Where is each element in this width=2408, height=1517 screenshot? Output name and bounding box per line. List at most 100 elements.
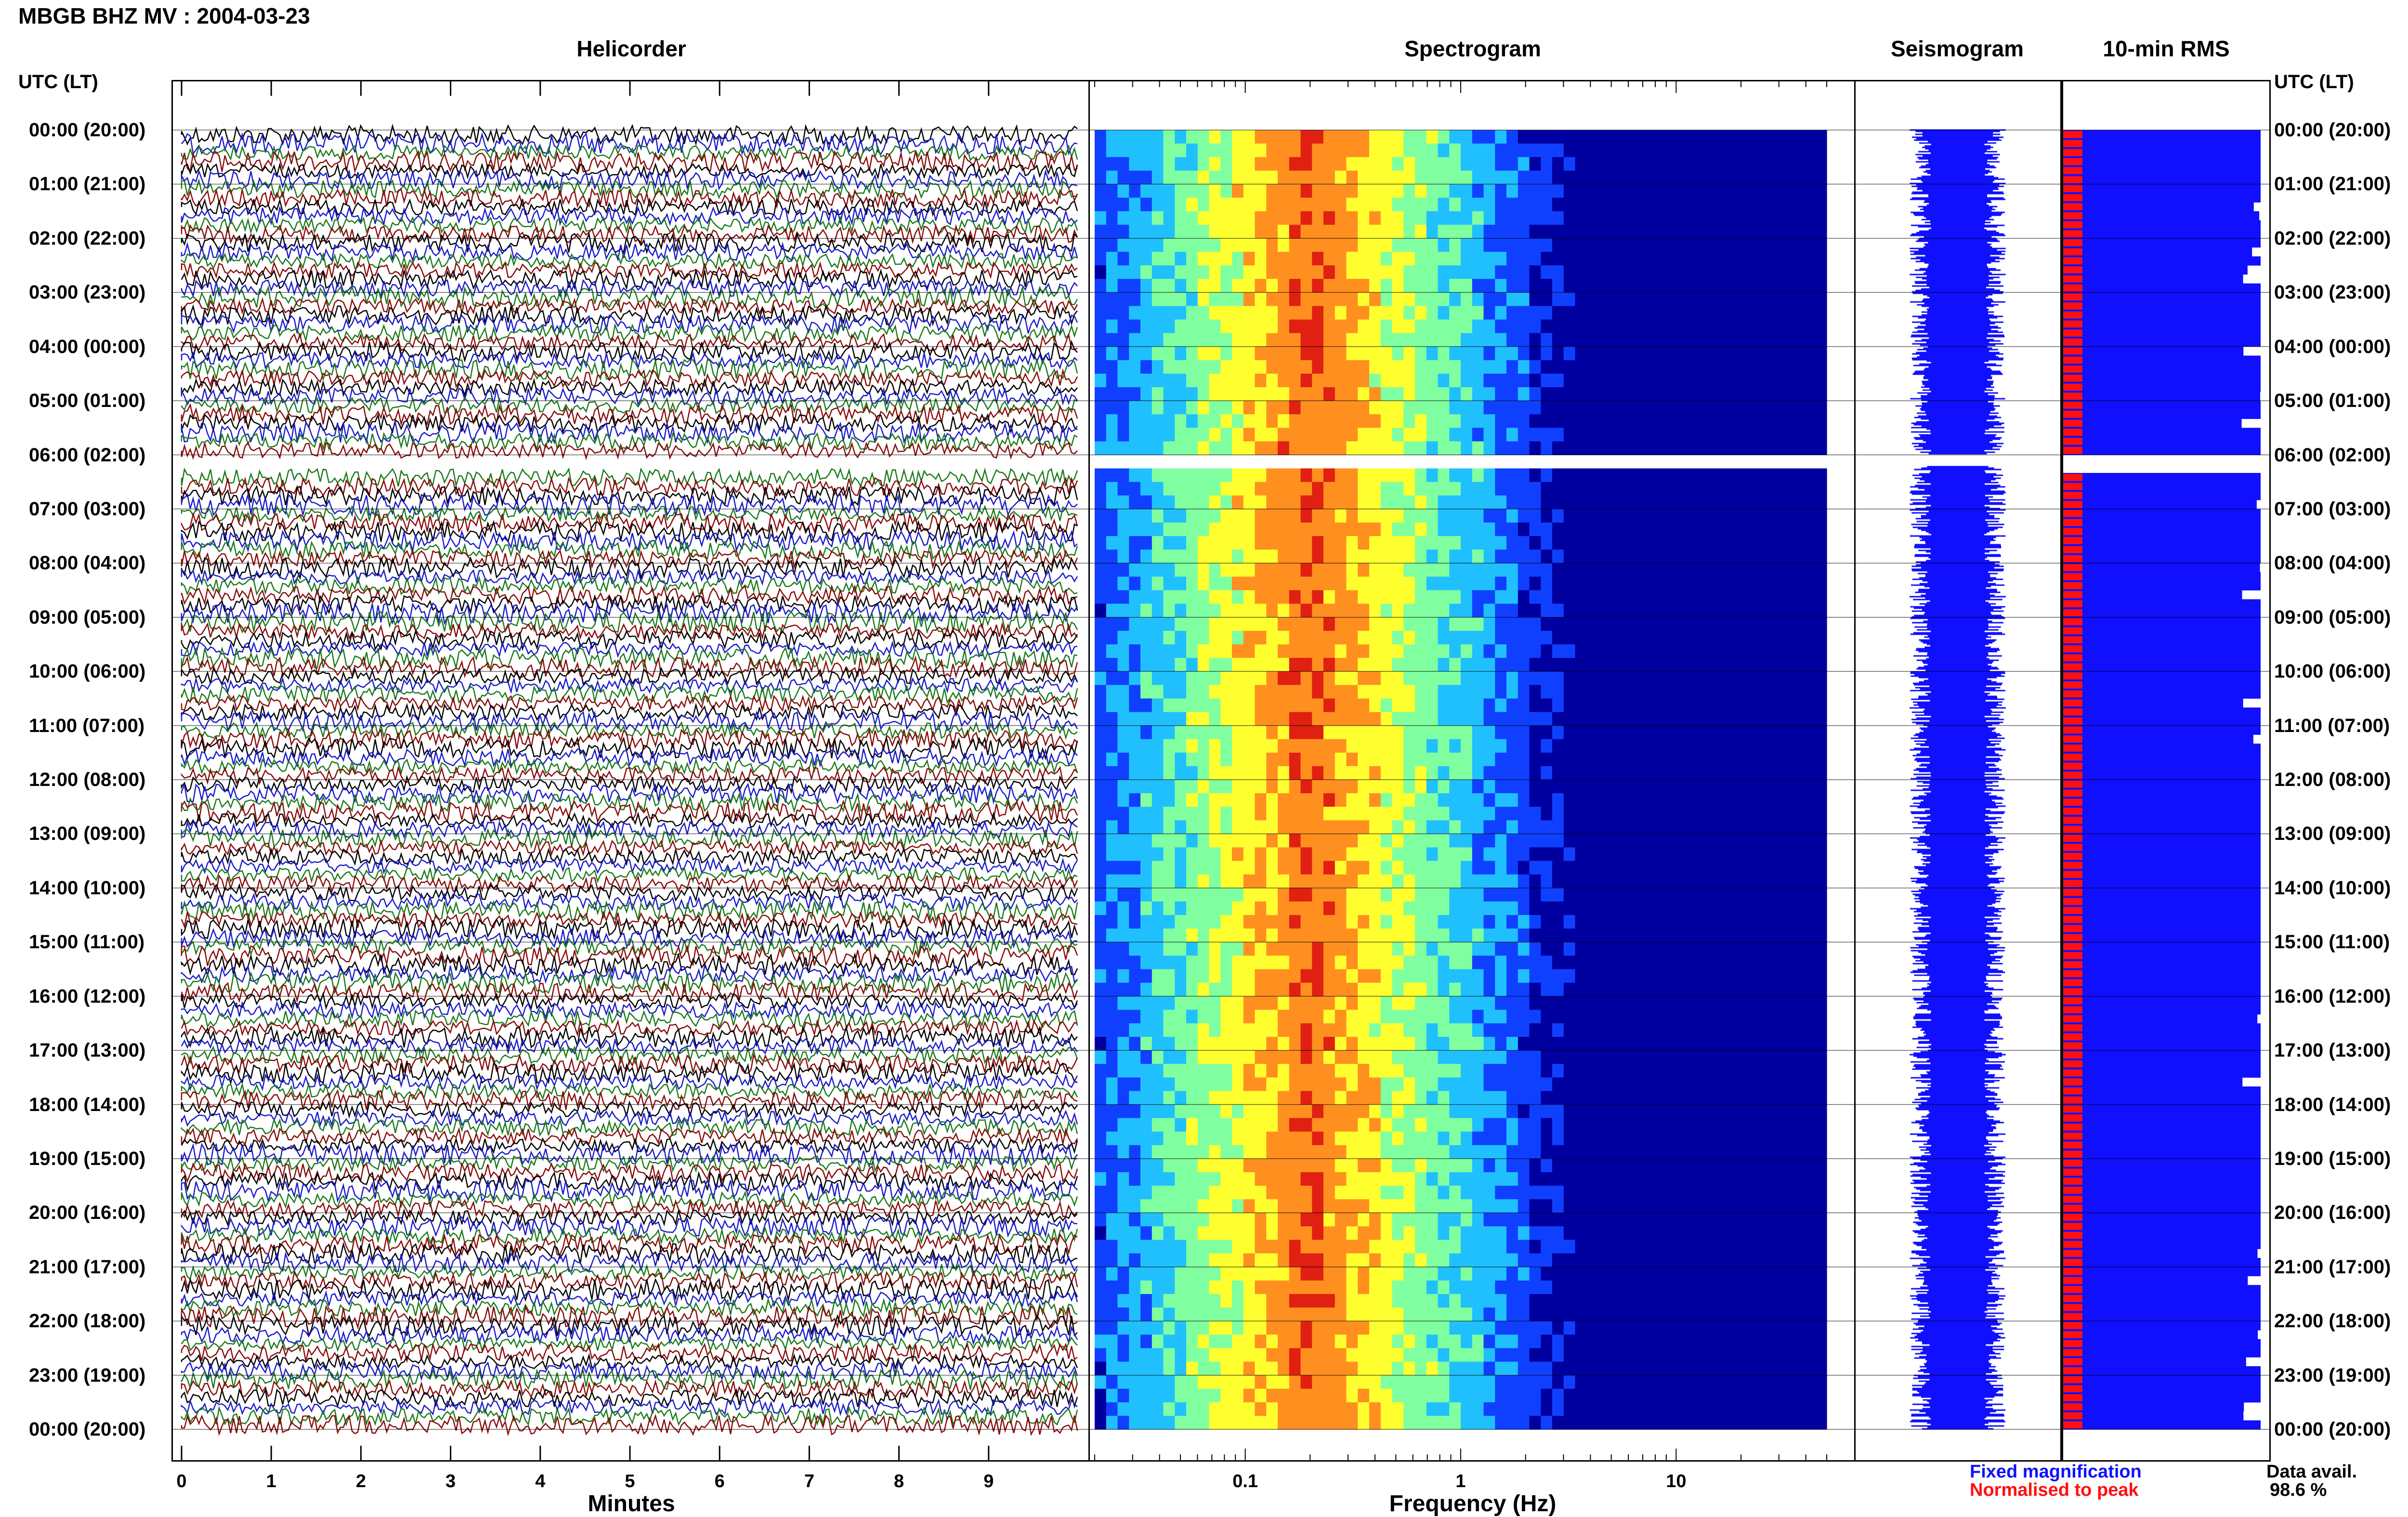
spectrogram-cell [1484, 225, 1495, 239]
spectrogram-cell [1793, 834, 1804, 848]
spectrogram-cell [1678, 1091, 1689, 1105]
spectrogram-cell [1644, 875, 1655, 889]
spectrogram-cell [1312, 929, 1323, 942]
spectrogram-cell [1106, 374, 1118, 388]
spectrogram-cell [1713, 590, 1724, 604]
spectrogram-cell [1106, 1010, 1118, 1024]
spectrogram-cell [1301, 306, 1312, 320]
spectrogram-cell [1403, 374, 1415, 388]
spectrogram-cell [1678, 902, 1689, 915]
spectrogram-cell [1484, 604, 1495, 618]
spectrogram-cell [1369, 969, 1381, 983]
spectrogram-cell [1358, 1077, 1369, 1091]
spectrogram-cell [1209, 1132, 1221, 1146]
spectrogram-cell [1769, 374, 1781, 388]
spectrogram-cell [1747, 739, 1758, 753]
spectrogram-cell [1472, 658, 1484, 672]
spectrogram-cell [1106, 712, 1118, 726]
spectrogram-cell [1323, 631, 1335, 645]
spectrogram-cell [1586, 198, 1598, 212]
spectrogram-cell [1667, 807, 1678, 821]
spectrogram-cell [1747, 848, 1758, 862]
spectrogram-cell [1735, 631, 1747, 645]
spectrogram-cell [1667, 509, 1678, 523]
spectrogram-cell [1678, 848, 1689, 862]
spectrogram-cell [1701, 617, 1713, 631]
spectrogram-cell [1129, 130, 1140, 144]
spectrogram-cell [1278, 955, 1289, 969]
spectrogram-cell [1198, 888, 1209, 902]
spectrogram-cell [1403, 766, 1415, 780]
spectrogram-cell [1118, 496, 1129, 510]
spectrogram-cell [1793, 875, 1804, 889]
spectrogram-cell [1644, 766, 1655, 780]
spectrogram-cell [1198, 739, 1209, 753]
spectrogram-cell [1484, 780, 1495, 794]
spectrogram-cell [1815, 374, 1827, 388]
spectrogram-cell [1347, 252, 1358, 266]
spectrogram-cell [1243, 549, 1255, 563]
spectrogram-cell [1415, 969, 1426, 983]
spectrogram-cell [1564, 739, 1575, 753]
spectrogram-cell [1518, 1037, 1530, 1051]
spectrogram-cell [1358, 549, 1369, 563]
spectrogram-cell [1804, 875, 1816, 889]
spectrogram-cell [1530, 401, 1541, 415]
spectrogram-cell [1347, 1091, 1358, 1105]
spectrogram-cell [1358, 848, 1369, 862]
spectrogram-cell [1312, 333, 1323, 347]
spectrogram-cell [1358, 1064, 1369, 1078]
spectrogram-cell [1106, 496, 1118, 510]
spectrogram-cell [1541, 753, 1552, 767]
spectrogram-cell [1152, 617, 1164, 631]
spectrogram-cell [1266, 1091, 1278, 1105]
spectrogram-cell [1575, 929, 1587, 942]
helicorder-panel[interactable] [171, 80, 1090, 1462]
spectrogram-cell [1735, 617, 1747, 631]
spectrogram-cell [1781, 820, 1793, 834]
spectrogram-cell [1678, 834, 1689, 848]
spectrogram-cell [1575, 888, 1587, 902]
spectrogram-cell [1701, 969, 1713, 983]
spectrogram-cell [1323, 198, 1335, 212]
spectrogram-cell [1472, 265, 1484, 279]
spectrogram-cell [1335, 144, 1347, 157]
spectrogram-cell [1724, 739, 1735, 753]
spectrogram-cell [1472, 671, 1484, 685]
spectrogram-cell [1198, 1091, 1209, 1105]
spectrogram-cell [1426, 726, 1438, 740]
spectrogram-cell [1164, 211, 1175, 225]
spectrogram-cell [1106, 1118, 1118, 1132]
spectrogram-cell [1769, 1091, 1781, 1105]
spectrogram-cell [1564, 523, 1575, 536]
spectrogram-cell [1769, 482, 1781, 496]
spectrogram-cell [1392, 428, 1404, 442]
spectrogram-cell [1426, 482, 1438, 496]
spectrogram-cell [1118, 807, 1129, 821]
spectrogram-cell [1735, 549, 1747, 563]
spectrogram-cell [1369, 820, 1381, 834]
spectrogram-cell [1506, 902, 1518, 915]
spectrogram-cell [1369, 1064, 1381, 1078]
spectrogram-cell [1095, 170, 1106, 184]
spectrogram-cell [1232, 198, 1243, 212]
spectrogram-panel[interactable] [1088, 80, 1856, 1462]
spectrogram-cell [1278, 671, 1289, 685]
spectrogram-cell [1678, 198, 1689, 212]
spectrogram-cell [1484, 942, 1495, 956]
spectrogram-cell [1461, 496, 1472, 510]
spectrogram-cell [1335, 834, 1347, 848]
spectrogram-cell [1129, 739, 1140, 753]
spectrogram-cell [1769, 644, 1781, 658]
spectrogram-cell [1689, 130, 1701, 144]
spectrogram-cell [1541, 414, 1552, 428]
spectrogram-cell [1140, 807, 1152, 821]
spectrogram-cell [1255, 225, 1267, 239]
spectrogram-cell [1164, 820, 1175, 834]
spectrogram-cell [1289, 1050, 1301, 1064]
spectrogram-cell [1667, 1105, 1678, 1119]
spectrogram-cell [1541, 698, 1552, 712]
spectrogram-cell [1106, 807, 1118, 821]
spectrogram-cell [1106, 902, 1118, 915]
spectrogram-cell [1495, 1118, 1506, 1132]
